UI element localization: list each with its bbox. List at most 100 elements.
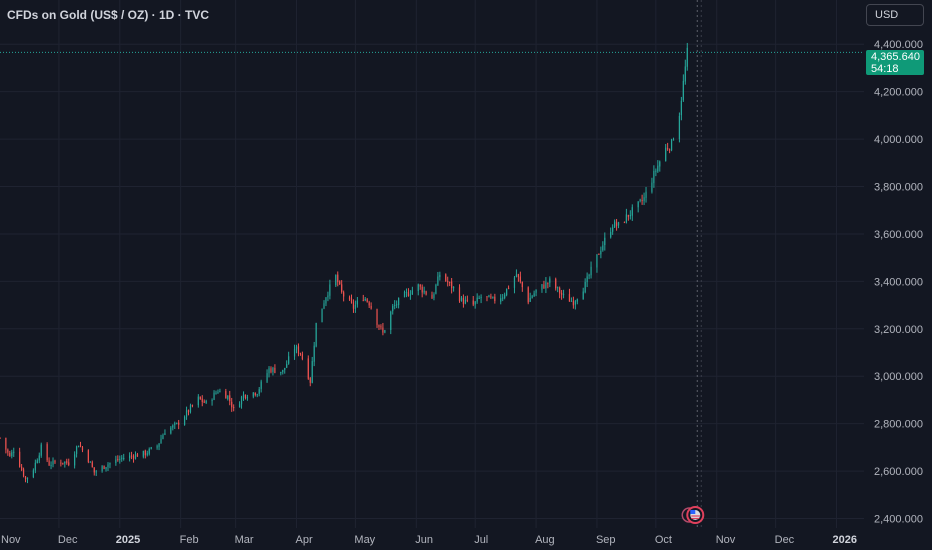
candle-body	[282, 369, 284, 373]
candle-body	[411, 290, 413, 295]
candle-body	[494, 296, 496, 302]
candle-body	[7, 449, 9, 453]
y-tick-label: 3,400.000	[874, 276, 923, 288]
candle-body	[227, 395, 229, 400]
candle-body	[366, 299, 368, 302]
x-tick-label: May	[354, 534, 375, 546]
candle-body	[201, 398, 203, 402]
candle-body	[568, 294, 571, 302]
candle-body	[34, 462, 36, 471]
candle-body	[437, 276, 439, 286]
candle-body	[447, 281, 449, 283]
candle-body	[307, 358, 309, 379]
candle-body	[657, 165, 659, 172]
candle-body	[134, 454, 137, 459]
candle-body	[146, 453, 148, 455]
candle-body	[557, 287, 559, 289]
price-axis[interactable]: 2,400.000 2,600.000 2,800.000 3,000.000 3,20…	[874, 39, 923, 525]
candle-body	[280, 371, 282, 374]
candle-body	[682, 80, 684, 101]
candle-body	[421, 286, 423, 293]
candle-body	[627, 214, 629, 217]
candle-body	[407, 292, 410, 297]
candle-body	[132, 456, 135, 459]
candle-body	[74, 454, 76, 466]
candle-body	[423, 290, 425, 293]
x-tick-label: Nov	[1, 534, 21, 546]
candle-body	[213, 392, 215, 400]
y-tick-label: 2,600.000	[874, 466, 923, 478]
candle-body	[590, 266, 592, 276]
candle-body	[191, 405, 194, 407]
candle-body	[128, 455, 131, 459]
candle-body	[678, 115, 681, 140]
candle-body	[229, 395, 231, 402]
candle-body	[240, 397, 243, 405]
candle-body	[651, 182, 653, 192]
candle-body	[101, 466, 103, 472]
candle-body	[325, 297, 327, 304]
candle-body	[136, 454, 139, 457]
x-tick-label: Dec	[775, 534, 795, 546]
candle-body	[178, 422, 180, 425]
candle-body	[490, 296, 492, 298]
candle-body	[238, 404, 241, 408]
candle-body	[570, 300, 573, 302]
candle-body	[199, 396, 201, 400]
candle-body	[464, 299, 466, 304]
candle-body	[364, 298, 366, 301]
candle-body	[242, 394, 245, 398]
y-tick-label: 3,600.000	[874, 229, 923, 241]
candle-body	[533, 293, 535, 297]
candle-body	[602, 245, 604, 251]
candle-body	[458, 287, 461, 302]
candle-body	[405, 292, 408, 294]
candle-body	[205, 400, 207, 403]
candle-body	[244, 394, 247, 398]
candle-body	[549, 278, 551, 283]
candle-body	[521, 281, 523, 288]
candle-body	[513, 277, 516, 288]
y-tick-label: 3,000.000	[874, 371, 923, 383]
candle-body	[109, 462, 111, 465]
candle-body	[268, 368, 270, 374]
candle-body	[130, 455, 133, 457]
candle-body	[185, 410, 188, 417]
candle-body	[174, 423, 176, 425]
candle-body	[297, 346, 300, 354]
candle-body	[11, 452, 13, 457]
chart-overlays	[0, 0, 864, 528]
candle-body	[380, 326, 382, 328]
x-tick-label: Mar	[235, 534, 254, 546]
candle-body	[183, 416, 186, 426]
candle-body	[341, 284, 343, 292]
candle-body	[288, 356, 290, 364]
candle-body	[119, 458, 121, 460]
candle-body	[95, 471, 97, 473]
x-tick-label: Sep	[596, 534, 616, 546]
time-axis[interactable]: Nov Dec 2025 Feb Mar Apr May Jun Jul Aug Sep Oct Nov…	[1, 534, 857, 546]
candle-body	[637, 201, 639, 208]
candle-body	[545, 282, 547, 289]
candle-body	[460, 297, 463, 301]
currency-button[interactable]: USD	[866, 4, 924, 26]
candle-body	[409, 294, 412, 296]
candle-body	[617, 222, 620, 226]
candle-body	[486, 296, 488, 298]
x-tick-label: Feb	[180, 534, 199, 546]
candle-body	[323, 303, 325, 309]
candle-body	[506, 288, 508, 296]
candle-body	[645, 191, 647, 198]
candle-body	[38, 455, 40, 461]
candle-body	[659, 161, 661, 167]
candle-body	[502, 297, 504, 299]
candle-body	[492, 296, 494, 298]
candle-body	[515, 274, 518, 277]
candle-body	[309, 378, 311, 383]
candle-body	[531, 296, 533, 298]
candle-body	[189, 405, 192, 412]
candle-body	[164, 433, 166, 435]
candle-body	[24, 476, 27, 480]
candle-body	[612, 227, 614, 232]
